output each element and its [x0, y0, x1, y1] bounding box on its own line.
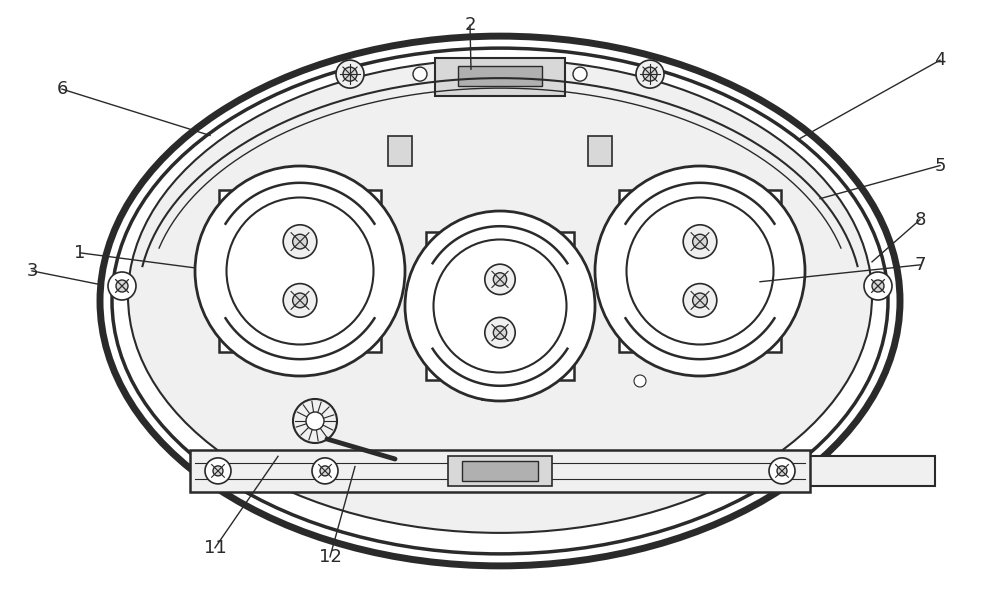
- FancyBboxPatch shape: [388, 136, 412, 166]
- Circle shape: [205, 458, 231, 484]
- Circle shape: [213, 466, 223, 476]
- Circle shape: [306, 412, 324, 430]
- Text: 12: 12: [319, 548, 341, 566]
- Text: 2: 2: [464, 16, 476, 34]
- FancyBboxPatch shape: [190, 450, 810, 492]
- FancyBboxPatch shape: [426, 232, 574, 380]
- FancyBboxPatch shape: [682, 350, 718, 373]
- Text: 6: 6: [56, 80, 68, 98]
- Circle shape: [693, 293, 707, 308]
- Circle shape: [293, 293, 307, 308]
- Circle shape: [872, 280, 884, 292]
- Circle shape: [336, 60, 364, 88]
- Circle shape: [693, 234, 707, 249]
- Circle shape: [643, 67, 657, 81]
- FancyBboxPatch shape: [574, 287, 590, 325]
- Circle shape: [493, 326, 507, 340]
- Text: 3: 3: [26, 262, 38, 280]
- FancyBboxPatch shape: [805, 456, 935, 486]
- Text: 8: 8: [914, 211, 926, 229]
- Text: 1: 1: [74, 244, 86, 262]
- Circle shape: [320, 466, 330, 476]
- Text: 5: 5: [934, 157, 946, 175]
- FancyBboxPatch shape: [781, 252, 797, 290]
- Circle shape: [312, 458, 338, 484]
- Circle shape: [864, 272, 892, 300]
- Circle shape: [293, 234, 307, 249]
- Ellipse shape: [112, 48, 888, 554]
- Text: 4: 4: [934, 51, 946, 69]
- Circle shape: [195, 166, 405, 376]
- Circle shape: [283, 284, 317, 317]
- Circle shape: [108, 272, 136, 300]
- FancyBboxPatch shape: [410, 287, 426, 325]
- FancyBboxPatch shape: [219, 190, 381, 352]
- Ellipse shape: [100, 36, 900, 566]
- Circle shape: [434, 240, 566, 373]
- FancyBboxPatch shape: [603, 252, 619, 290]
- Circle shape: [226, 197, 374, 344]
- Circle shape: [485, 264, 515, 294]
- Circle shape: [405, 211, 595, 401]
- Circle shape: [636, 60, 664, 88]
- Circle shape: [777, 466, 787, 476]
- FancyBboxPatch shape: [282, 350, 318, 373]
- Circle shape: [595, 166, 805, 376]
- FancyBboxPatch shape: [203, 252, 219, 290]
- Circle shape: [283, 225, 317, 258]
- FancyBboxPatch shape: [588, 136, 612, 166]
- Circle shape: [573, 67, 587, 81]
- Circle shape: [769, 458, 795, 484]
- Circle shape: [493, 273, 507, 286]
- FancyBboxPatch shape: [381, 252, 397, 290]
- Circle shape: [683, 225, 717, 258]
- FancyBboxPatch shape: [435, 58, 565, 96]
- Ellipse shape: [128, 59, 872, 533]
- FancyBboxPatch shape: [482, 377, 518, 400]
- FancyBboxPatch shape: [458, 66, 542, 86]
- Circle shape: [343, 67, 357, 81]
- Text: 7: 7: [914, 256, 926, 274]
- Circle shape: [293, 399, 337, 443]
- Circle shape: [683, 284, 717, 317]
- Circle shape: [116, 280, 128, 292]
- Circle shape: [634, 375, 646, 387]
- FancyBboxPatch shape: [619, 190, 781, 352]
- Circle shape: [485, 317, 515, 348]
- Circle shape: [626, 197, 774, 344]
- Text: 11: 11: [204, 539, 226, 557]
- FancyBboxPatch shape: [462, 461, 538, 481]
- Circle shape: [413, 67, 427, 81]
- FancyBboxPatch shape: [448, 456, 552, 486]
